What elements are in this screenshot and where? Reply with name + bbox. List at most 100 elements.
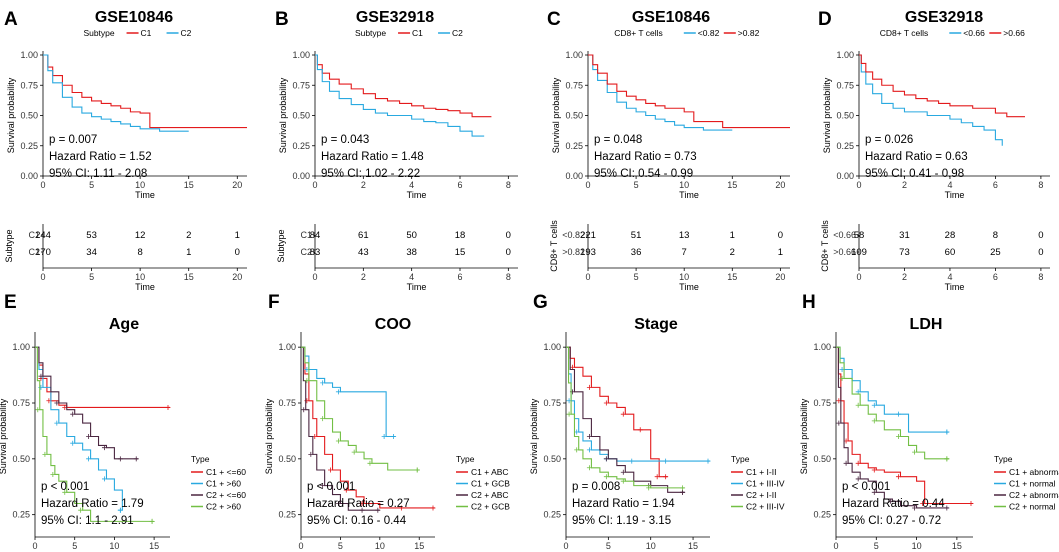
stat-annotation: p = 0.007 — [49, 134, 97, 146]
risk-count: 38 — [406, 247, 417, 258]
censor-mark — [359, 507, 365, 513]
x-tick-label: 15 — [688, 541, 698, 551]
y-tick-label: 0.25 — [565, 141, 583, 151]
y-axis-label: Survival probability — [551, 77, 561, 153]
y-tick-label: 0.25 — [836, 141, 854, 151]
x-tick-label: 0 — [298, 541, 303, 551]
x-tick-label: 5 — [72, 541, 77, 551]
censor-mark — [855, 476, 861, 482]
x-tick-label: 2 — [902, 180, 907, 190]
y-axis-label: Survival probability — [529, 398, 539, 474]
censor-mark — [101, 445, 107, 451]
y-tick-label: 0.75 — [12, 398, 30, 408]
km-curve-C2 + I-II — [566, 346, 685, 493]
risk-x-tick-label: 10 — [679, 272, 689, 282]
censor-mark — [62, 489, 68, 495]
legend-title: Type — [994, 454, 1013, 464]
risk-table-title: CD8+ T cells — [549, 220, 559, 272]
y-tick-label: 1.00 — [813, 342, 831, 352]
km-curve-C2 + normal — [836, 346, 949, 460]
panel-d: D GSE32918 0.00 0.25 0.50 0.75 1.00 0 2 4 6 8 Time Su… — [818, 9, 1050, 292]
legend-title: Type — [456, 454, 475, 464]
km-curve-C1 — [43, 54, 247, 129]
censor-mark — [680, 489, 686, 495]
risk-x-axis-label: Time — [135, 282, 155, 292]
x-tick-label: 5 — [606, 541, 611, 551]
risk-count: 61 — [358, 230, 369, 241]
risk-count: 25 — [990, 247, 1001, 258]
risk-count: 34 — [86, 247, 97, 258]
censor-mark — [855, 460, 861, 466]
y-tick-label: 0.00 — [292, 171, 310, 181]
stat-annotation: 95% CI: 0.54 - 0.99 — [594, 168, 693, 180]
censor-mark — [54, 400, 60, 406]
x-tick-label: 10 — [109, 541, 119, 551]
risk-count: 53 — [86, 230, 97, 241]
censor-mark — [78, 507, 84, 513]
censor-mark — [381, 434, 387, 439]
legend-entry: C2 — [452, 28, 463, 38]
censor-mark — [871, 489, 877, 495]
risk-row-label: C1 — [300, 230, 312, 240]
legend-entry: C1 + <=60 — [206, 467, 246, 477]
censor-mark — [603, 474, 609, 480]
x-axis-label: Time — [679, 190, 699, 200]
y-tick-label: 0.75 — [292, 80, 310, 90]
panel-title: GSE32918 — [356, 9, 434, 26]
x-tick-label: 15 — [414, 541, 424, 551]
stat-annotation: p = 0.043 — [321, 134, 369, 146]
km-curve-<0.66 — [859, 54, 1003, 146]
x-axis-label: Time — [407, 190, 427, 200]
censor-mark — [843, 460, 849, 466]
y-tick-label: 1.00 — [565, 50, 583, 60]
risk-row-label: C1 — [28, 230, 40, 240]
risk-x-tick-label: 2 — [902, 272, 907, 282]
panel-title: COO — [375, 316, 411, 333]
legend-title: CD8+ T cells — [880, 28, 929, 38]
panel-title: Age — [109, 316, 139, 333]
censor-mark — [895, 474, 901, 480]
stat-annotation: 95% CI: 0.41 - 0.98 — [865, 168, 964, 180]
risk-count: 244 — [35, 230, 51, 241]
y-axis-label: Survival probability — [264, 398, 274, 474]
risk-x-tick-label: 0 — [40, 272, 45, 282]
panel-title: GSE10846 — [95, 9, 173, 26]
censor-mark — [375, 507, 381, 513]
risk-count: 84 — [310, 230, 321, 241]
censor-mark — [968, 501, 974, 506]
censor-mark — [944, 429, 950, 435]
x-tick-label: 5 — [338, 541, 343, 551]
censor-mark — [320, 416, 326, 422]
stat-annotation: p = 0.048 — [594, 134, 642, 146]
km-curve->0.82 — [588, 54, 790, 129]
legend-title: Subtype — [355, 28, 386, 38]
y-tick-label: 0.75 — [543, 398, 561, 408]
censor-mark — [620, 469, 626, 475]
panel-title: GSE10846 — [632, 9, 710, 26]
km-curve-C2 + >60 — [35, 346, 155, 522]
risk-count: 58 — [854, 230, 865, 241]
censor-mark — [574, 429, 580, 435]
x-tick-label: 0 — [833, 541, 838, 551]
x-tick-label: 0 — [585, 180, 590, 190]
x-tick-label: 5 — [89, 180, 94, 190]
legend-entry: >0.82 — [738, 28, 760, 38]
y-tick-label: 0.25 — [278, 510, 296, 520]
risk-count: 0 — [1038, 230, 1043, 241]
risk-count: 1 — [730, 230, 735, 241]
legend-entry: <0.66 — [963, 28, 985, 38]
censor-mark — [836, 420, 842, 426]
risk-x-tick-label: 10 — [135, 272, 145, 282]
censor-mark — [574, 447, 580, 453]
censor-mark — [871, 418, 877, 424]
stat-annotation: Hazard Ratio = 0.44 — [842, 498, 945, 510]
km-curve-C2 + GCB — [301, 346, 420, 471]
km-curve->0.66 — [859, 54, 1025, 118]
km-curve-C2 + ABC — [301, 346, 380, 511]
